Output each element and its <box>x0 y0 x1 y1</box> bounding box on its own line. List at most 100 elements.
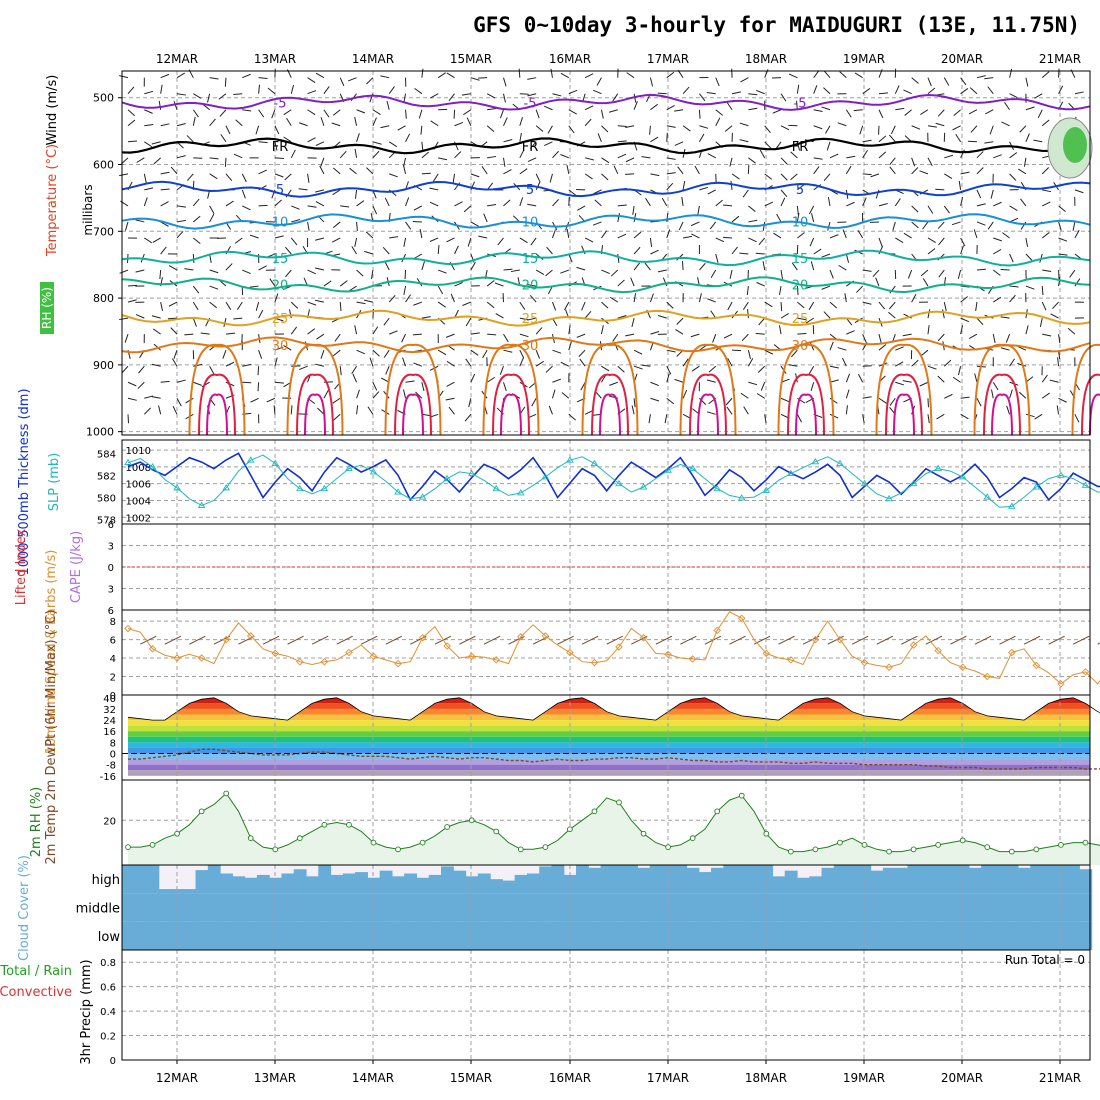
wind-barb <box>993 237 1002 242</box>
wind10-barb <box>1048 635 1065 645</box>
wind-barb <box>844 293 847 303</box>
wind-barb <box>944 173 953 180</box>
cloud-bar-high <box>453 870 467 894</box>
wind-barb <box>421 413 431 417</box>
wind-barb <box>332 237 341 243</box>
wind-barb <box>160 171 170 175</box>
cloud-bar-high <box>146 865 160 894</box>
wind-barb <box>747 309 749 319</box>
cloud-bar-high <box>809 876 823 894</box>
isotherm-label-15-2: 15 <box>522 252 539 267</box>
wind-barb <box>284 173 292 181</box>
wind-barb <box>332 189 341 196</box>
cloud-bar-high <box>858 865 872 894</box>
wind-barb <box>274 141 278 151</box>
pressure-tick-1000: 1000 <box>86 426 114 439</box>
wind-barb <box>354 189 358 199</box>
wind-barb <box>829 365 839 369</box>
cloud-bar-middle <box>539 893 553 922</box>
wind-barb <box>1041 286 1044 296</box>
wind-barb <box>584 237 594 243</box>
wind-barb <box>258 309 264 319</box>
isotherm-label-5-1: 5 <box>276 183 284 198</box>
cloud-bar-high <box>576 865 589 894</box>
wind-barb <box>487 333 497 336</box>
wind-barb <box>967 140 977 143</box>
wind-barb <box>1017 345 1027 351</box>
wind10-marker <box>492 656 500 664</box>
wind-barb <box>550 68 553 78</box>
wind-barb <box>1052 301 1059 310</box>
wind-barb <box>976 75 986 79</box>
wind-barb <box>354 237 358 247</box>
cloud-bar-high <box>882 867 896 894</box>
cloud-bar-middle <box>220 893 233 922</box>
wind-barb <box>641 156 651 159</box>
wind-barb <box>323 86 330 95</box>
wind-barb <box>127 109 136 117</box>
isotherm--5 <box>121 93 1091 111</box>
cloud-bar-middle <box>477 893 491 922</box>
slp-marker <box>639 483 648 490</box>
cloud-bar-middle <box>784 893 798 922</box>
wind-barb <box>1000 347 1010 351</box>
wind-barb <box>437 301 446 308</box>
wind-barb <box>845 165 852 175</box>
wind-barb <box>421 151 430 159</box>
wind-barb <box>600 325 604 335</box>
wind-barb <box>699 262 706 271</box>
wind-barb <box>527 317 537 321</box>
wind-barb <box>224 157 227 167</box>
thickness-tick-578: 578 <box>97 516 116 527</box>
wind-barb <box>1058 237 1068 242</box>
wind10-barb <box>311 635 329 645</box>
wind-barb <box>186 135 194 143</box>
wind-barb <box>927 157 933 166</box>
wind-barb <box>454 121 464 127</box>
cloud-bar-high <box>735 865 749 894</box>
wind-barb <box>691 233 700 239</box>
rh2m-marker <box>272 846 279 853</box>
wind-barb <box>755 333 765 335</box>
cloud-bar-low <box>956 921 970 950</box>
cloud-bar-low <box>1079 921 1093 950</box>
wind-barb <box>797 301 805 309</box>
wind-barb <box>889 301 896 310</box>
wind-barb <box>1025 285 1035 290</box>
wind-barb <box>992 334 996 344</box>
cloud-bar-middle <box>625 893 639 922</box>
wind-barb <box>1009 358 1016 367</box>
wind-barb <box>699 186 709 191</box>
wind-barb <box>184 268 194 271</box>
wind-barb <box>389 173 398 178</box>
rh2m-marker <box>493 828 500 835</box>
date-label-top-1: 12MAR <box>156 52 198 66</box>
slp-tick-1010: 1010 <box>126 446 151 457</box>
cloud-bar-high <box>293 869 307 894</box>
wind-barb <box>666 373 670 383</box>
wind-barb <box>384 261 390 271</box>
wind-barb <box>938 237 945 246</box>
wind-barb <box>927 77 932 87</box>
cloud-bar-low <box>465 921 479 950</box>
wind-barb <box>356 200 365 207</box>
wind-barb <box>315 237 325 241</box>
thickness-tick-584: 584 <box>97 449 116 460</box>
wind-barb <box>992 269 1001 276</box>
cloud-bar-middle <box>1067 893 1080 922</box>
date-label-bottom-4: 15MAR <box>450 1071 492 1085</box>
wind-barb <box>1042 189 1052 193</box>
cloud-bar-low <box>477 921 491 950</box>
wind-barb <box>712 333 717 343</box>
wind-barb <box>429 201 439 207</box>
wind-barb <box>584 310 592 319</box>
cloud-bar-low <box>833 921 847 950</box>
cloud-bar-low <box>281 921 295 950</box>
wind-barb <box>960 88 969 95</box>
wind-barb <box>413 301 423 306</box>
wind-barb <box>780 173 788 181</box>
wind-barb <box>626 72 635 79</box>
cloud-bar-high <box>391 876 405 894</box>
wind-barb <box>446 237 455 243</box>
cloud-bar-middle <box>490 893 503 922</box>
